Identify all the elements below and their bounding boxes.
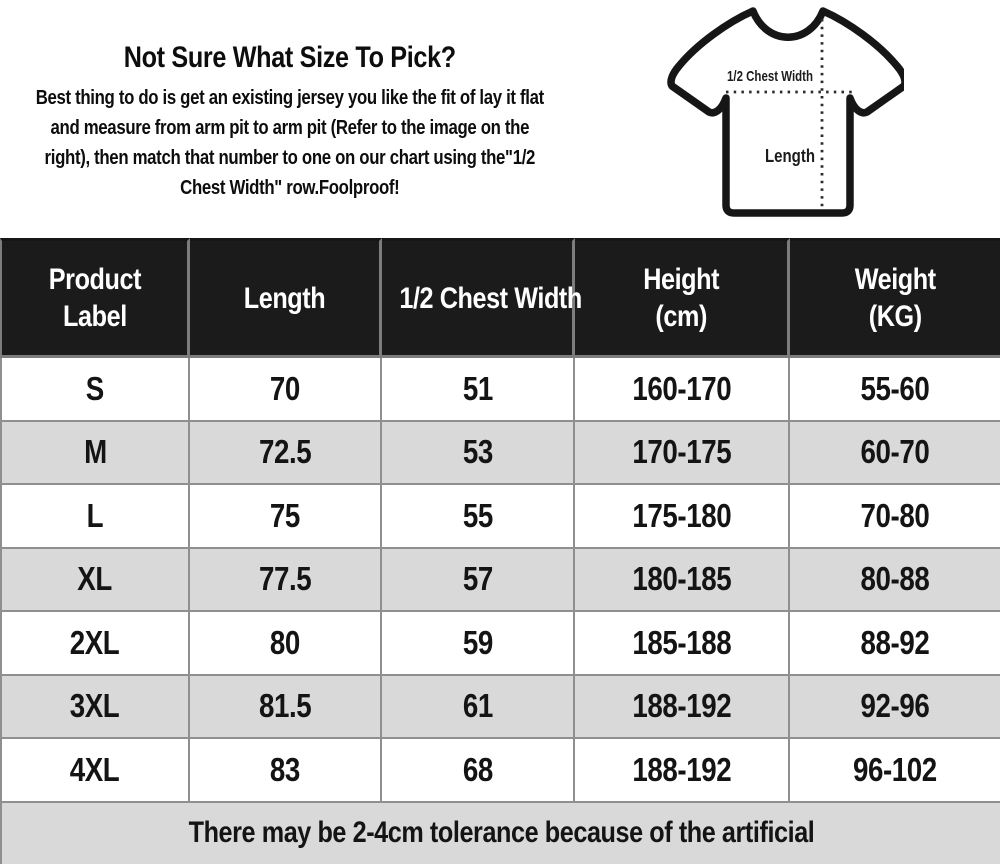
header-weight: Weight (KG) <box>790 238 1000 358</box>
chest-width-label: 1/2 Chest Width <box>727 68 813 85</box>
half-chest-width-cell: 68 <box>382 739 575 803</box>
table-row-m: M 72.5 53 170-175 60-70 <box>0 421 1000 485</box>
intro-instructions: Best thing to do is get an existing jers… <box>0 83 580 203</box>
length-label: Length <box>765 146 815 166</box>
instruction-line-3: right), then match that number to one on… <box>44 147 536 169</box>
weight-cell: 80-88 <box>790 548 1000 612</box>
table-row-3xl: 3XL 81.5 61 188-192 92-96 <box>0 675 1000 739</box>
height-cell: 175-180 <box>575 485 790 549</box>
length-cell: 77.5 <box>190 548 382 612</box>
half-chest-width-cell: 57 <box>382 548 575 612</box>
height-cell: 170-175 <box>575 421 790 485</box>
height-cell: 188-192 <box>575 739 790 803</box>
header-length: Length <box>190 238 382 358</box>
tolerance-note: There may be 2-4cm tolerance because of … <box>0 802 1000 864</box>
table-row-xl: XL 77.5 57 180-185 80-88 <box>0 548 1000 612</box>
tshirt-measurement-diagram: 1/2 Chest Width Length <box>667 7 904 217</box>
intro-section: Not Sure What Size To Pick? Best thing t… <box>0 40 580 203</box>
product-label-cell: 4XL <box>0 739 190 803</box>
height-cell: 180-185 <box>575 548 790 612</box>
tshirt-outline <box>667 7 904 217</box>
weight-cell: 92-96 <box>790 675 1000 739</box>
height-cell: 160-170 <box>575 358 790 422</box>
page-title: Not Sure What Size To Pick? <box>123 41 456 74</box>
height-cell: 185-188 <box>575 612 790 676</box>
weight-cell: 55-60 <box>790 358 1000 422</box>
table-row-2xl: 2XL 80 59 185-188 88-92 <box>0 612 1000 676</box>
weight-cell: 96-102 <box>790 739 1000 803</box>
table-row-s: S 70 51 160-170 55-60 <box>0 358 1000 422</box>
length-cell: 80 <box>190 612 382 676</box>
half-chest-width-cell: 53 <box>382 421 575 485</box>
product-label-cell: L <box>0 485 190 549</box>
product-label-cell: S <box>0 358 190 422</box>
half-chest-width-cell: 59 <box>382 612 575 676</box>
height-cell: 188-192 <box>575 675 790 739</box>
table-row-l: L 75 55 175-180 70-80 <box>0 485 1000 549</box>
instruction-line-1: Best thing to do is get an existing jers… <box>35 87 544 109</box>
product-label-cell: 2XL <box>0 612 190 676</box>
instruction-line-2: and measure from arm pit to arm pit (Ref… <box>50 117 530 139</box>
length-cell: 70 <box>190 358 382 422</box>
weight-cell: 60-70 <box>790 421 1000 485</box>
product-label-cell: 3XL <box>0 675 190 739</box>
tolerance-note-row: There may be 2-4cm tolerance because of … <box>0 802 1000 864</box>
length-cell: 83 <box>190 739 382 803</box>
half-chest-width-cell: 51 <box>382 358 575 422</box>
length-cell: 72.5 <box>190 421 382 485</box>
table-row-4xl: 4XL 83 68 188-192 96-102 <box>0 739 1000 803</box>
length-cell: 75 <box>190 485 382 549</box>
table-header-row: Product Label Length 1/2 Chest Width Heig… <box>0 238 1000 358</box>
half-chest-width-cell: 61 <box>382 675 575 739</box>
length-cell: 81.5 <box>190 675 382 739</box>
header-height: Height (cm) <box>575 238 790 358</box>
size-chart-table: Product Label Length 1/2 Chest Width Heig… <box>0 238 1000 864</box>
product-label-cell: XL <box>0 548 190 612</box>
weight-cell: 70-80 <box>790 485 1000 549</box>
weight-cell: 88-92 <box>790 612 1000 676</box>
instruction-line-4: Chest Width" row.Foolproof! <box>180 177 400 199</box>
half-chest-width-cell: 55 <box>382 485 575 549</box>
header-product-label: Product Label <box>0 238 190 358</box>
product-label-cell: M <box>0 421 190 485</box>
header-half-chest-width: 1/2 Chest Width <box>382 238 582 358</box>
